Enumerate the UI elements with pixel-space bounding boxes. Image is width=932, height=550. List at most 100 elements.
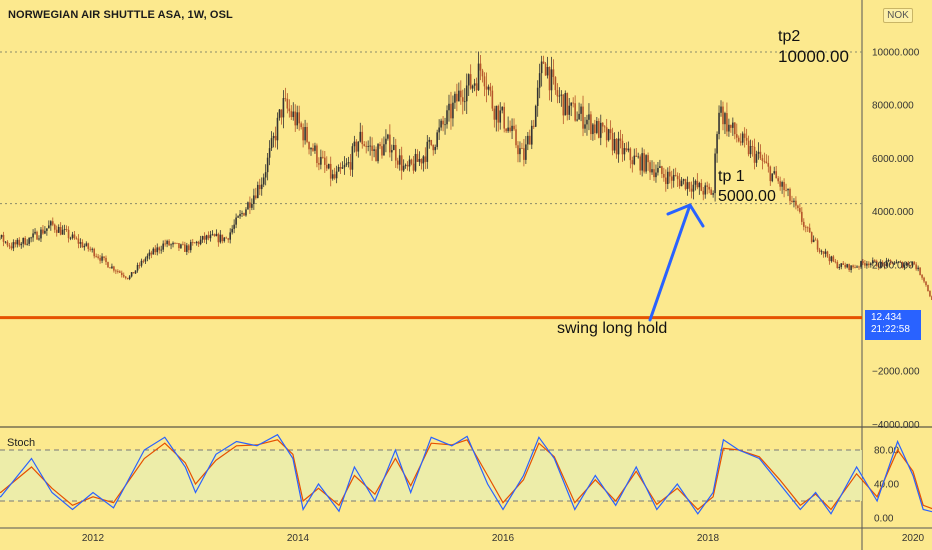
stoch-band-fill <box>0 450 862 501</box>
price-candle-body <box>523 148 525 160</box>
price-candle-body <box>747 140 750 155</box>
price-candle-body <box>294 111 297 126</box>
price-candle-body <box>93 248 95 257</box>
price-candle-body <box>381 146 383 156</box>
price-candle-body <box>249 202 251 208</box>
price-candle-body <box>844 264 846 268</box>
price-candle-body <box>89 248 92 250</box>
price-candle-body <box>81 242 84 248</box>
price-candle-body <box>868 263 870 266</box>
price-candle-body <box>146 255 149 259</box>
price-candle-body <box>120 272 123 275</box>
price-candle-body <box>479 63 482 71</box>
price-candle-body <box>684 179 687 190</box>
price-candle-body <box>497 105 500 123</box>
price-candle-body <box>452 102 454 119</box>
price-candle-body <box>280 109 283 118</box>
price-candle-body <box>245 209 247 216</box>
price-candle-body <box>735 134 738 138</box>
price-candle-body <box>838 266 841 268</box>
price-candle-body <box>842 263 845 265</box>
price-candle-body <box>237 216 239 218</box>
price-candle-body <box>799 208 801 212</box>
price-candle-body <box>698 182 701 188</box>
price-candle-body <box>558 95 561 97</box>
price-candle-body <box>743 133 746 138</box>
price-candle-body <box>714 153 716 194</box>
price-candle-body <box>702 190 705 195</box>
price-candle-body <box>852 265 854 268</box>
price-candle-body <box>873 260 876 262</box>
price-candle-body <box>649 162 651 173</box>
price-candle-body <box>883 263 886 267</box>
price-candle-body <box>201 236 204 240</box>
price-candle-body <box>708 186 710 190</box>
price-candle-body <box>596 120 598 133</box>
price-candle-body <box>154 248 157 253</box>
price-axis-tick-label: 8000.000 <box>872 101 914 112</box>
price-candle-body <box>235 217 237 225</box>
currency-badge[interactable]: NOK <box>883 8 913 23</box>
price-candle-body <box>448 103 450 111</box>
tp2-value: 10000.00 <box>778 47 849 66</box>
price-candle-body <box>57 226 60 233</box>
price-candle-body <box>881 262 884 264</box>
price-candle-body <box>672 174 675 181</box>
price-candle-body <box>0 234 3 238</box>
price-candle-body <box>231 228 233 233</box>
price-candle-body <box>923 277 925 282</box>
price-candle-body <box>759 151 762 159</box>
price-candle-body <box>325 164 328 169</box>
price-candle-body <box>124 276 127 278</box>
price-candle-body <box>359 131 362 142</box>
last-price-tag: 12.434 21:22:58 <box>865 310 921 340</box>
price-candle-body <box>706 185 709 187</box>
price-candle-body <box>694 180 697 185</box>
price-candle-body <box>209 234 212 239</box>
price-candle-body <box>341 167 344 169</box>
price-candle-body <box>621 140 624 155</box>
price-candle-body <box>282 98 285 118</box>
price-candle-body <box>680 180 683 187</box>
price-candle-body <box>818 249 821 252</box>
price-candle-body <box>211 234 214 236</box>
price-candle-body <box>779 181 781 187</box>
price-candle-body <box>530 125 533 145</box>
price-candle-body <box>170 244 172 246</box>
price-candle-body <box>826 251 829 257</box>
price-candle-body <box>430 139 433 145</box>
price-candle-body <box>769 166 772 182</box>
price-candle-body <box>278 109 281 118</box>
price-candle-body <box>166 240 168 245</box>
price-candle-body <box>637 156 640 158</box>
price-candle-body <box>907 263 910 266</box>
price-candle-body <box>540 61 543 74</box>
price-candle-body <box>927 285 929 292</box>
price-candle-body <box>921 274 923 278</box>
price-candle-body <box>219 234 222 243</box>
price-candle-body <box>318 163 320 165</box>
price-candle-body <box>444 124 446 126</box>
price-candle-body <box>422 156 425 164</box>
price-candle-body <box>722 106 724 125</box>
price-candle-body <box>440 120 442 128</box>
price-candle-body <box>79 242 82 244</box>
price-candle-body <box>300 123 302 128</box>
stoch-indicator-label[interactable]: Stoch <box>7 437 36 449</box>
price-candle-body <box>655 172 657 178</box>
price-candle-body <box>816 240 819 250</box>
price-candle-body <box>75 238 78 240</box>
price-candle-body <box>663 173 665 178</box>
price-candle-body <box>420 158 423 164</box>
price-candle-body <box>314 145 316 151</box>
price-candle-body <box>83 245 86 248</box>
price-candle-body <box>174 242 176 244</box>
price-candle-body <box>50 221 52 226</box>
price-candle-body <box>95 256 97 258</box>
price-candle-body <box>349 162 352 170</box>
price-candle-body <box>55 229 58 233</box>
price-candle-body <box>288 108 291 112</box>
price-candle-body <box>130 272 133 277</box>
price-candle-body <box>16 239 19 245</box>
